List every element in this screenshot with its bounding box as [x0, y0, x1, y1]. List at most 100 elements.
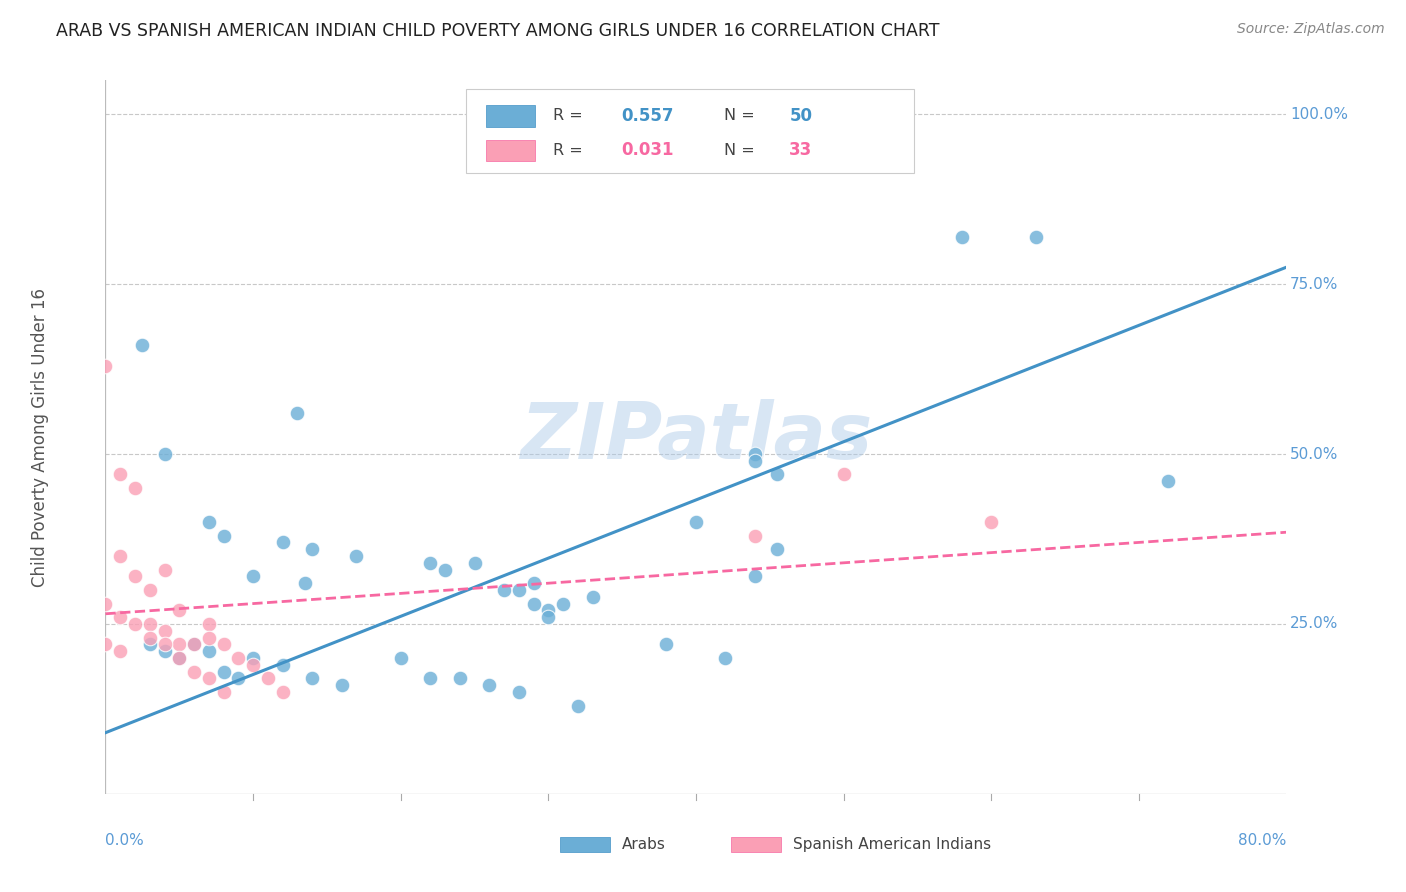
Point: [110, 644, 132, 658]
Text: N =: N =: [724, 109, 761, 123]
Point: [212, 665, 235, 679]
Point: [110, 467, 132, 482]
Point: [1157, 475, 1180, 489]
FancyBboxPatch shape: [485, 139, 536, 161]
Point: [242, 651, 264, 665]
Point: [551, 597, 574, 611]
Point: [301, 542, 323, 557]
Point: [271, 657, 294, 672]
Point: [596, 114, 619, 128]
Point: [124, 617, 146, 632]
Point: [124, 569, 146, 583]
Point: [980, 515, 1002, 529]
Text: Spanish American Indians: Spanish American Indians: [793, 837, 991, 852]
Text: ARAB VS SPANISH AMERICAN INDIAN CHILD POVERTY AMONG GIRLS UNDER 16 CORRELATION C: ARAB VS SPANISH AMERICAN INDIAN CHILD PO…: [56, 22, 939, 40]
Point: [183, 665, 205, 679]
Point: [197, 617, 219, 632]
Point: [153, 563, 176, 577]
Point: [94, 637, 117, 651]
Point: [131, 338, 153, 352]
Point: [153, 624, 176, 638]
Text: N =: N =: [724, 143, 761, 158]
Point: [138, 631, 160, 645]
Point: [153, 644, 176, 658]
Point: [714, 651, 737, 665]
Text: R =: R =: [553, 143, 588, 158]
Point: [271, 685, 294, 699]
Point: [950, 229, 973, 244]
Point: [138, 617, 160, 632]
Point: [744, 454, 766, 468]
Point: [94, 359, 117, 373]
Point: [110, 549, 132, 563]
Point: [138, 582, 160, 597]
Point: [433, 563, 456, 577]
Point: [94, 597, 117, 611]
Point: [685, 515, 707, 529]
Point: [169, 637, 191, 651]
Text: 25.0%: 25.0%: [1291, 616, 1339, 632]
FancyBboxPatch shape: [485, 105, 536, 127]
FancyBboxPatch shape: [731, 837, 780, 853]
Point: [242, 569, 264, 583]
Point: [655, 637, 678, 651]
Point: [522, 576, 544, 591]
Point: [419, 556, 441, 570]
Point: [478, 678, 501, 692]
Text: Child Poverty Among Girls Under 16: Child Poverty Among Girls Under 16: [31, 287, 49, 587]
Text: 0.031: 0.031: [621, 141, 673, 159]
Point: [508, 685, 530, 699]
Point: [226, 651, 250, 665]
Text: 33: 33: [789, 141, 813, 159]
Point: [508, 582, 530, 597]
Text: ZIPatlas: ZIPatlas: [520, 399, 872, 475]
Point: [832, 467, 855, 482]
Point: [212, 637, 235, 651]
Text: 0.0%: 0.0%: [105, 833, 145, 848]
Text: 80.0%: 80.0%: [1239, 833, 1286, 848]
Text: 50: 50: [789, 107, 813, 125]
Point: [419, 671, 441, 685]
Point: [567, 698, 589, 713]
Text: 50.0%: 50.0%: [1291, 447, 1339, 461]
Point: [287, 406, 309, 420]
Point: [766, 467, 789, 482]
Point: [197, 644, 219, 658]
Text: R =: R =: [553, 109, 588, 123]
Point: [197, 515, 219, 529]
Point: [492, 582, 515, 597]
Point: [389, 651, 412, 665]
FancyBboxPatch shape: [465, 89, 914, 173]
Text: 0.557: 0.557: [621, 107, 673, 125]
Point: [537, 610, 560, 624]
Point: [537, 603, 560, 617]
Point: [197, 671, 219, 685]
Point: [346, 549, 368, 563]
Point: [242, 657, 264, 672]
Text: 100.0%: 100.0%: [1291, 107, 1348, 122]
Point: [153, 637, 176, 651]
Point: [169, 603, 191, 617]
Point: [256, 671, 278, 685]
Text: 75.0%: 75.0%: [1291, 277, 1339, 292]
Point: [183, 637, 205, 651]
Point: [330, 678, 353, 692]
FancyBboxPatch shape: [560, 837, 610, 853]
Point: [110, 610, 132, 624]
Point: [183, 637, 205, 651]
Point: [271, 535, 294, 549]
Point: [169, 651, 191, 665]
Point: [153, 447, 176, 461]
Point: [212, 685, 235, 699]
Point: [124, 481, 146, 495]
Point: [138, 637, 160, 651]
Point: [226, 671, 250, 685]
Point: [212, 528, 235, 542]
Point: [766, 542, 789, 557]
Point: [522, 597, 544, 611]
Point: [301, 671, 323, 685]
Point: [449, 671, 471, 685]
Point: [197, 631, 219, 645]
Point: [744, 569, 766, 583]
Point: [169, 651, 191, 665]
